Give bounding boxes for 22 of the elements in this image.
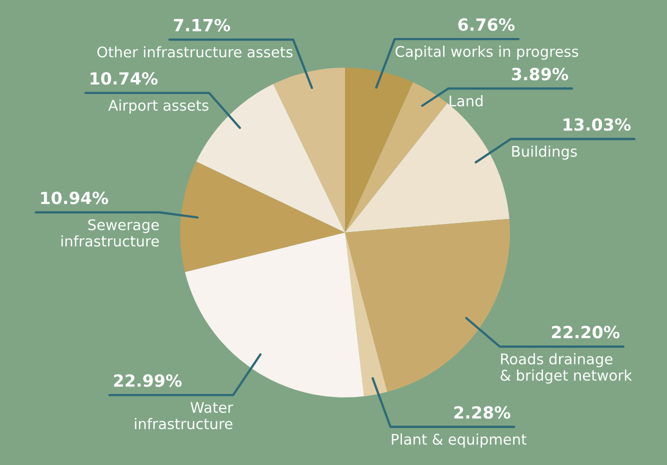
slice-label: Buildings [512,146,577,160]
slice-label: Other infrastructure assets [97,46,292,58]
data-label: 13.03% [564,118,631,131]
pie-slice [345,232,388,396]
slice-label: Capital works in progress [396,46,578,60]
slice-label: Water infrastructure [134,402,234,430]
slice-label: Sewerage infrastructure [61,219,159,247]
data-label: 10.94% [41,192,108,204]
data-label: 2.28% [454,406,510,419]
slice-label: Airport assets [108,100,208,114]
slice-label: Roads drainage & bridget network [500,353,632,384]
pie-slice [273,68,346,232]
data-label: 22.20% [552,326,620,338]
pie-slice [184,232,364,398]
data-label: 6.76% [458,18,515,31]
data-label: 22.99% [114,374,182,387]
data-label: 7.17% [174,18,230,32]
data-label: 10.74% [90,72,158,85]
data-label: 3.89% [512,68,568,80]
pie-slice [345,82,448,232]
slice-label: Plant & equipment [392,434,526,448]
slice-label: Land [450,95,483,106]
